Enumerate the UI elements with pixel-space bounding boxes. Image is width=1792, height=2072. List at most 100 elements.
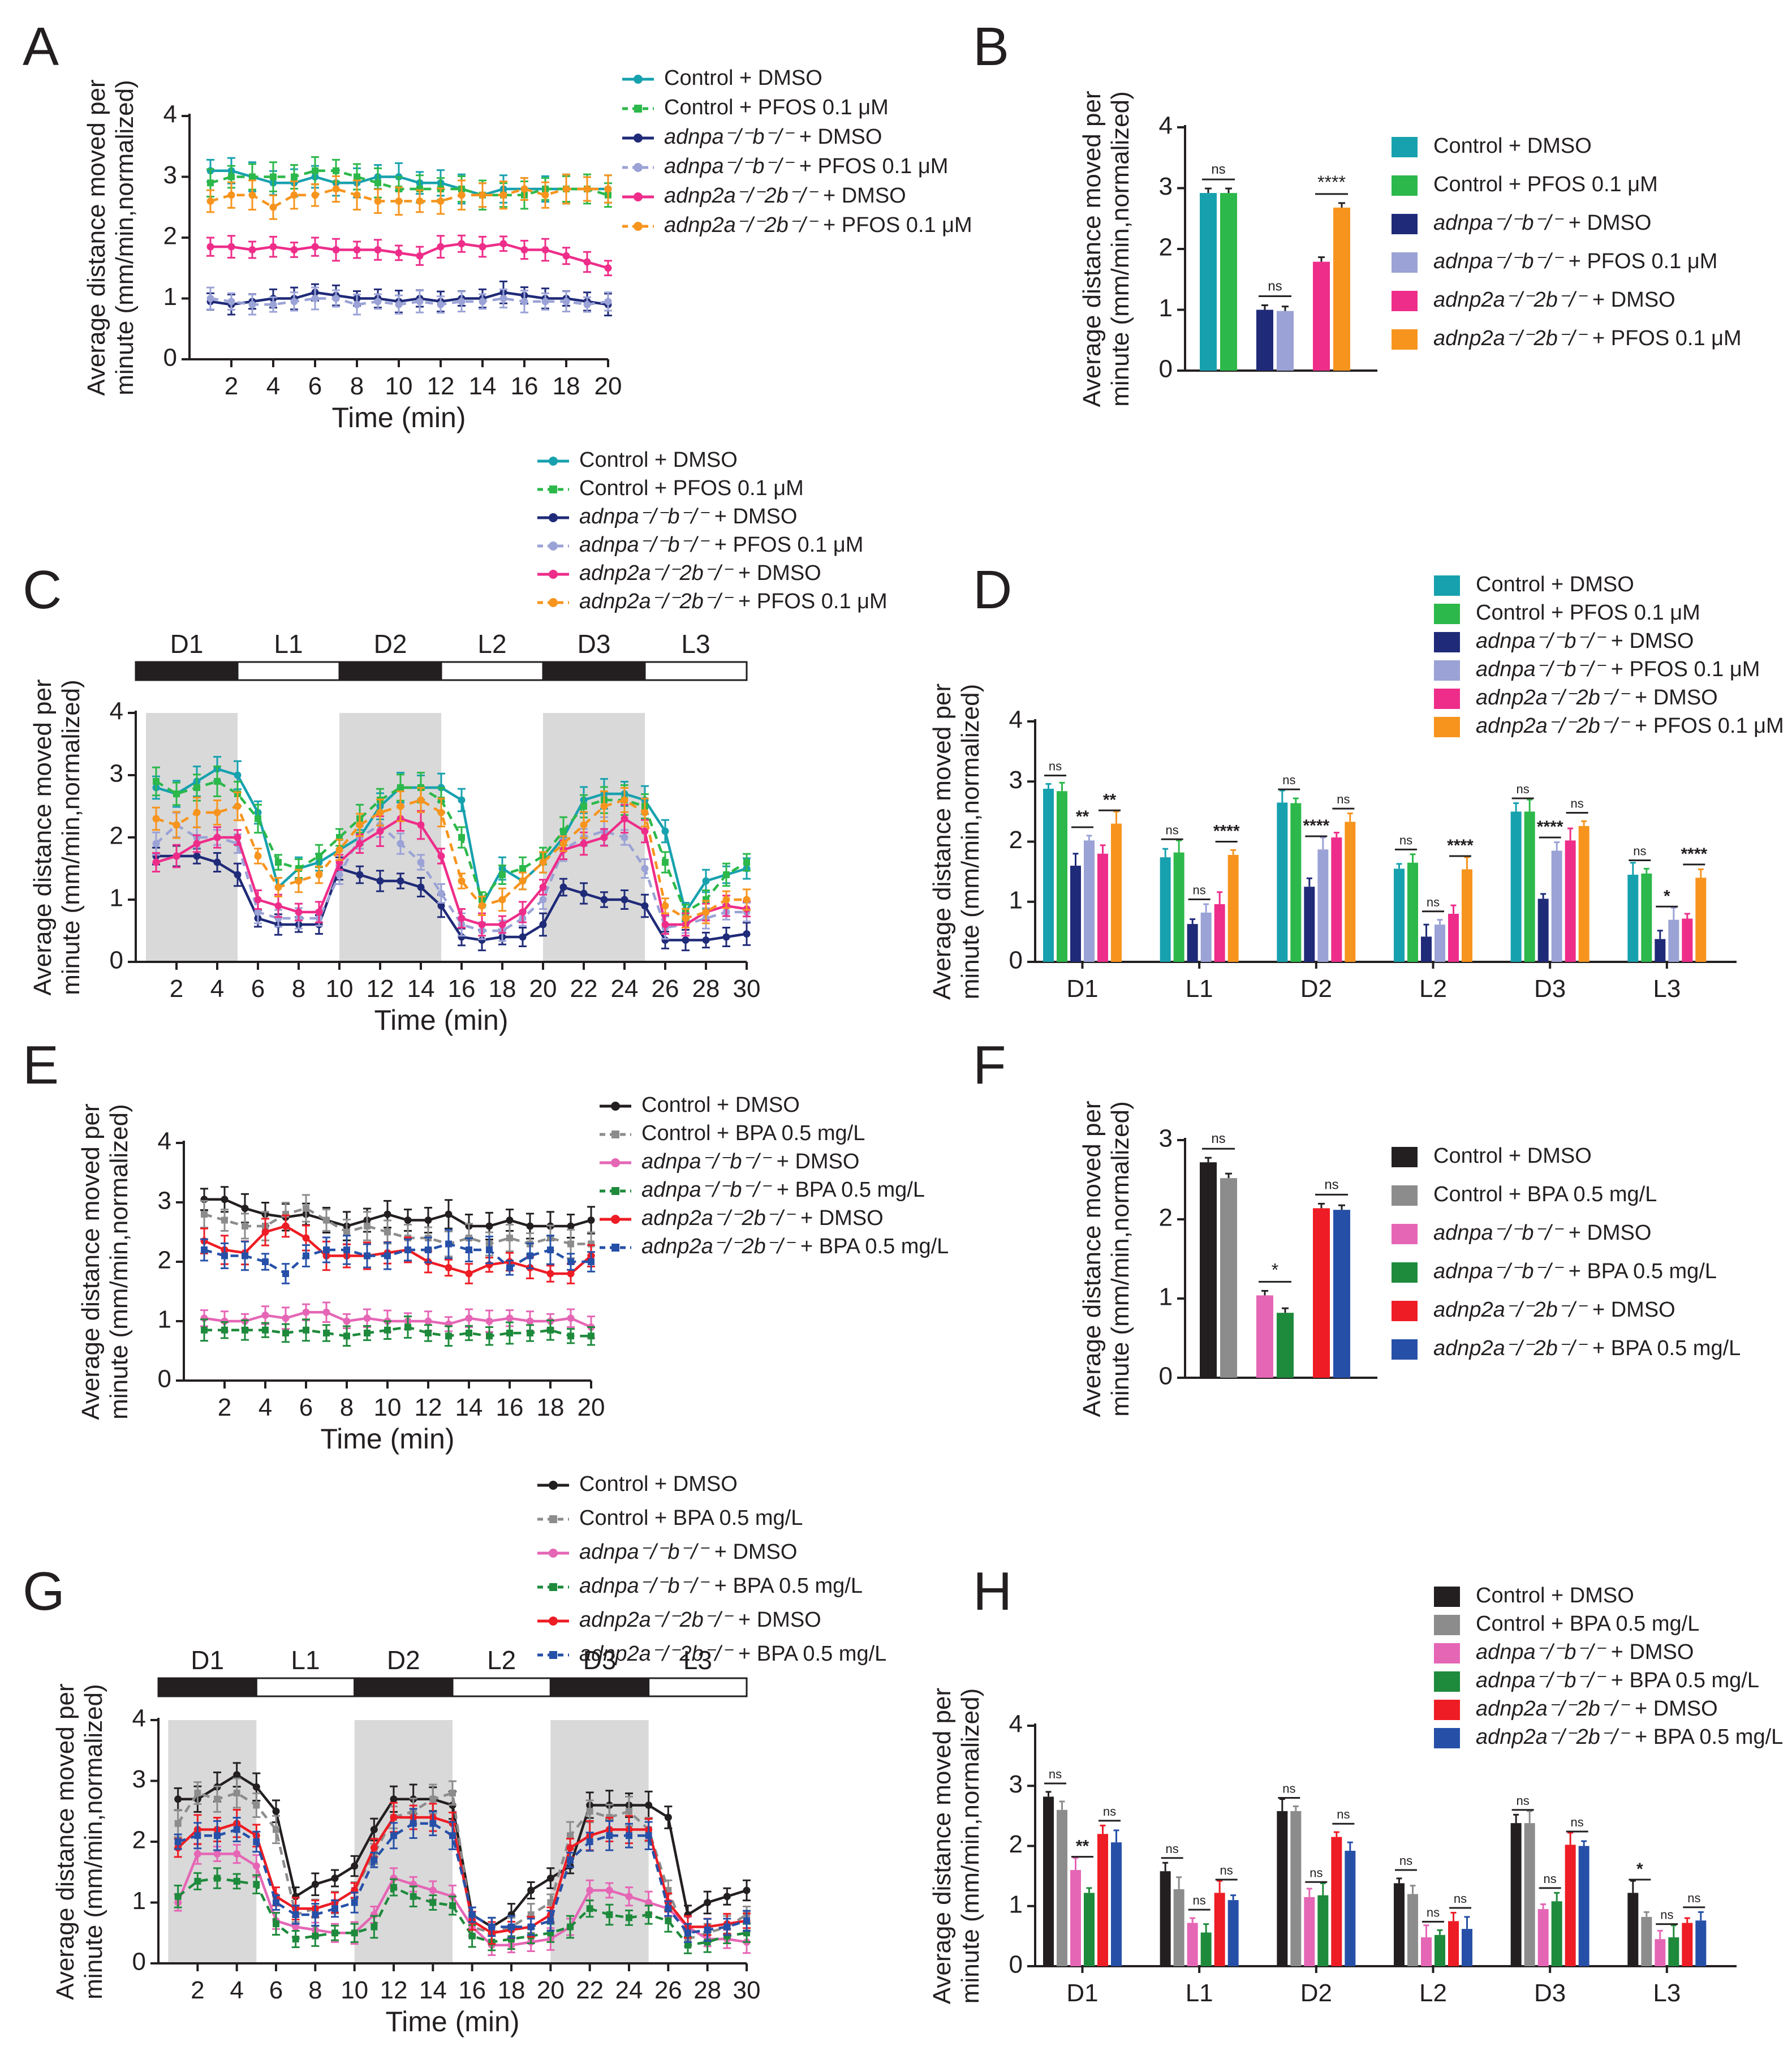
- data-point: [371, 1923, 378, 1931]
- y-tick-label: 3: [1009, 766, 1023, 794]
- data-point: [351, 1899, 358, 1906]
- phase-label: D2: [387, 1645, 420, 1675]
- x-tick-label: 20: [578, 1394, 605, 1421]
- legend-color-swatch: [1392, 137, 1418, 157]
- data-point: [248, 300, 256, 308]
- data-point: [371, 1856, 378, 1864]
- data-point: [626, 1832, 632, 1839]
- data-point: [626, 1914, 632, 1921]
- phase-label: D2: [374, 629, 407, 659]
- data-point: [424, 1216, 432, 1224]
- x-tick-label: 18: [489, 975, 516, 1003]
- data-point: [194, 1790, 201, 1796]
- data-point: [546, 1270, 554, 1278]
- data-point: [173, 821, 180, 829]
- x-tick-label: 8: [308, 1976, 322, 2004]
- data-point: [478, 936, 486, 944]
- data-point: [261, 1312, 269, 1319]
- data-point: [743, 1886, 751, 1894]
- x-tick-label: 10: [385, 372, 413, 400]
- dark-phase-bar: [354, 1677, 454, 1697]
- legend-genotype: adnp2a⁻/⁻2b⁻/⁻: [664, 213, 819, 237]
- data-point: [527, 1923, 535, 1931]
- legend-entry: adnpa⁻/⁻b⁻/⁻ + PFOS 0.1 μM: [1433, 250, 1717, 273]
- y-axis-title: minute (mm/min,normalized): [105, 1104, 133, 1419]
- data-point: [201, 1211, 208, 1218]
- y-tick-label: 4: [132, 1705, 146, 1733]
- legend-genotype: adnpa⁻/⁻b⁻/⁻: [1433, 1259, 1564, 1283]
- data-point: [252, 1783, 260, 1791]
- legend-entry: adnpa⁻/⁻b⁻/⁻ + PFOS 0.1 μM: [579, 533, 863, 557]
- data-point: [390, 1875, 398, 1882]
- legend-treatment: + DMSO: [1605, 629, 1694, 653]
- y-axis-title: minute (mm/min,normalized): [957, 684, 984, 999]
- series-6: [174, 1808, 751, 1943]
- legend-entry: Control + PFOS 0.1 μM: [664, 96, 889, 119]
- data-point: [479, 191, 486, 199]
- phase-label: L3: [683, 1645, 712, 1675]
- legend-genotype: Control: [1476, 1612, 1545, 1636]
- legend-color-swatch: [1434, 1728, 1460, 1748]
- data-point: [302, 1308, 310, 1316]
- bar: [1448, 914, 1459, 962]
- legend-treatment: + DMSO: [1586, 1298, 1675, 1322]
- legend-marker: [611, 1244, 619, 1252]
- data-point: [723, 871, 730, 878]
- data-point: [201, 1326, 208, 1334]
- bar: [1565, 840, 1576, 962]
- data-point: [354, 173, 360, 180]
- x-tick-label: 10: [374, 1394, 402, 1421]
- data-point: [376, 827, 384, 835]
- y-tick-label: 4: [1009, 1710, 1023, 1738]
- legend-entry: adnpa⁻/⁻b⁻/⁻ + PFOS 0.1 μM: [664, 154, 948, 178]
- legend-treatment: + DMSO: [1562, 211, 1651, 235]
- significance-label: ns: [1399, 833, 1412, 847]
- data-point: [253, 1881, 260, 1888]
- bar: [1682, 1923, 1693, 1966]
- bar: [1695, 878, 1707, 962]
- legend-entry: adnpa⁻/⁻b⁻/⁻ + BPA 0.5 mg/L: [1476, 1669, 1759, 1692]
- bar: [1331, 1837, 1342, 1966]
- legend-entry: adnpa⁻/⁻b⁻/⁻ + BPA 0.5 mg/L: [641, 1178, 925, 1202]
- data-point: [384, 1210, 391, 1218]
- legend-genotype: adnp2a⁻/⁻2b⁻/⁻: [1433, 1298, 1588, 1322]
- legend-genotype: Control: [641, 1121, 711, 1145]
- data-point: [221, 1216, 228, 1224]
- data-point: [343, 1332, 350, 1340]
- data-point: [173, 790, 180, 797]
- bar: [1394, 1883, 1405, 1966]
- bar: [1173, 852, 1184, 962]
- data-point: [580, 821, 588, 829]
- data-point: [193, 809, 201, 816]
- data-point: [506, 1330, 513, 1336]
- significance-label: *: [1664, 887, 1670, 905]
- data-point: [429, 1899, 437, 1906]
- significance-label: ns: [1633, 844, 1646, 858]
- legend-entry: Control + BPA 0.5 mg/L: [641, 1121, 865, 1145]
- data-point: [662, 859, 669, 866]
- data-point: [468, 1911, 476, 1918]
- data-point: [425, 1246, 432, 1253]
- x-tick-label: 6: [269, 1976, 283, 2004]
- legend-entry: Control + PFOS 0.1 μM: [579, 476, 804, 500]
- legend-genotype: adnpa⁻/⁻b⁻/⁻: [579, 533, 710, 557]
- data-point: [743, 859, 750, 866]
- category-label: D1: [1066, 1979, 1098, 2007]
- series-line: [156, 798, 747, 920]
- legend-treatment: + DMSO: [732, 561, 821, 585]
- data-point: [416, 298, 424, 306]
- legend-genotype: Control: [579, 476, 649, 500]
- series-4: [200, 1316, 595, 1347]
- data-point: [583, 300, 591, 308]
- y-tick-label: 3: [1009, 1770, 1023, 1798]
- x-tick-label: 14: [469, 372, 497, 400]
- y-tick-label: 0: [1009, 1951, 1023, 1979]
- legend-treatment: + BPA 0.5 mg/L: [1605, 1669, 1759, 1692]
- data-point: [567, 1332, 574, 1340]
- data-point: [417, 883, 425, 891]
- data-point: [546, 1875, 554, 1882]
- legend-treatment: + BPA 0.5 mg/L: [708, 1574, 863, 1598]
- legend-panel-C: Control + DMSO Control + PFOS 0.1 μM adnpa…: [537, 448, 888, 613]
- data-point: [282, 1270, 289, 1277]
